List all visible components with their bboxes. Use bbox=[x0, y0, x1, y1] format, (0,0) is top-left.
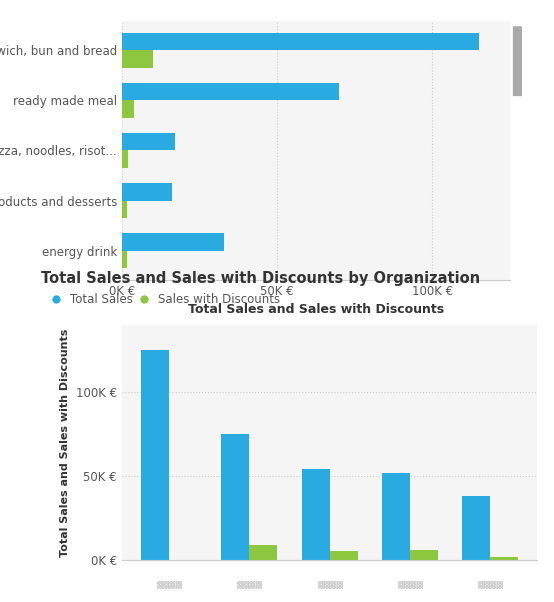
Bar bbox=[141, 350, 169, 560]
Text: ▓▓▓▓: ▓▓▓▓ bbox=[397, 580, 423, 589]
Text: ▓▓▓▓: ▓▓▓▓ bbox=[317, 580, 342, 589]
Text: ▓▓▓▓: ▓▓▓▓ bbox=[478, 580, 504, 589]
Bar bbox=[122, 83, 339, 101]
Bar bbox=[221, 434, 249, 560]
Bar bbox=[122, 250, 126, 268]
Text: ▓▓▓▓: ▓▓▓▓ bbox=[156, 580, 182, 589]
Text: Total Sales and Sales with Discounts by Organization: Total Sales and Sales with Discounts by … bbox=[41, 272, 480, 287]
Bar bbox=[382, 473, 410, 560]
Bar bbox=[410, 550, 438, 560]
Legend: Total Sales, Sales with Discounts: Total Sales, Sales with Discounts bbox=[19, 0, 257, 3]
Bar bbox=[122, 33, 479, 51]
Legend: Total Sales, Sales with Discounts: Total Sales, Sales with Discounts bbox=[47, 289, 285, 311]
Bar bbox=[122, 133, 175, 150]
Bar bbox=[122, 233, 224, 250]
Bar bbox=[122, 183, 172, 200]
Bar bbox=[301, 470, 330, 560]
Bar bbox=[122, 51, 153, 68]
FancyBboxPatch shape bbox=[513, 26, 522, 96]
Text: ▓▓▓▓: ▓▓▓▓ bbox=[236, 580, 262, 589]
Bar bbox=[122, 101, 134, 118]
Y-axis label: Total Sales and Sales with Discounts: Total Sales and Sales with Discounts bbox=[60, 328, 70, 557]
Bar bbox=[122, 200, 126, 218]
X-axis label: Total Sales and Sales with Discounts: Total Sales and Sales with Discounts bbox=[188, 303, 444, 316]
Bar bbox=[249, 545, 278, 560]
Bar bbox=[122, 150, 128, 168]
Bar bbox=[462, 496, 490, 560]
Bar bbox=[490, 556, 519, 560]
Bar bbox=[330, 551, 358, 560]
